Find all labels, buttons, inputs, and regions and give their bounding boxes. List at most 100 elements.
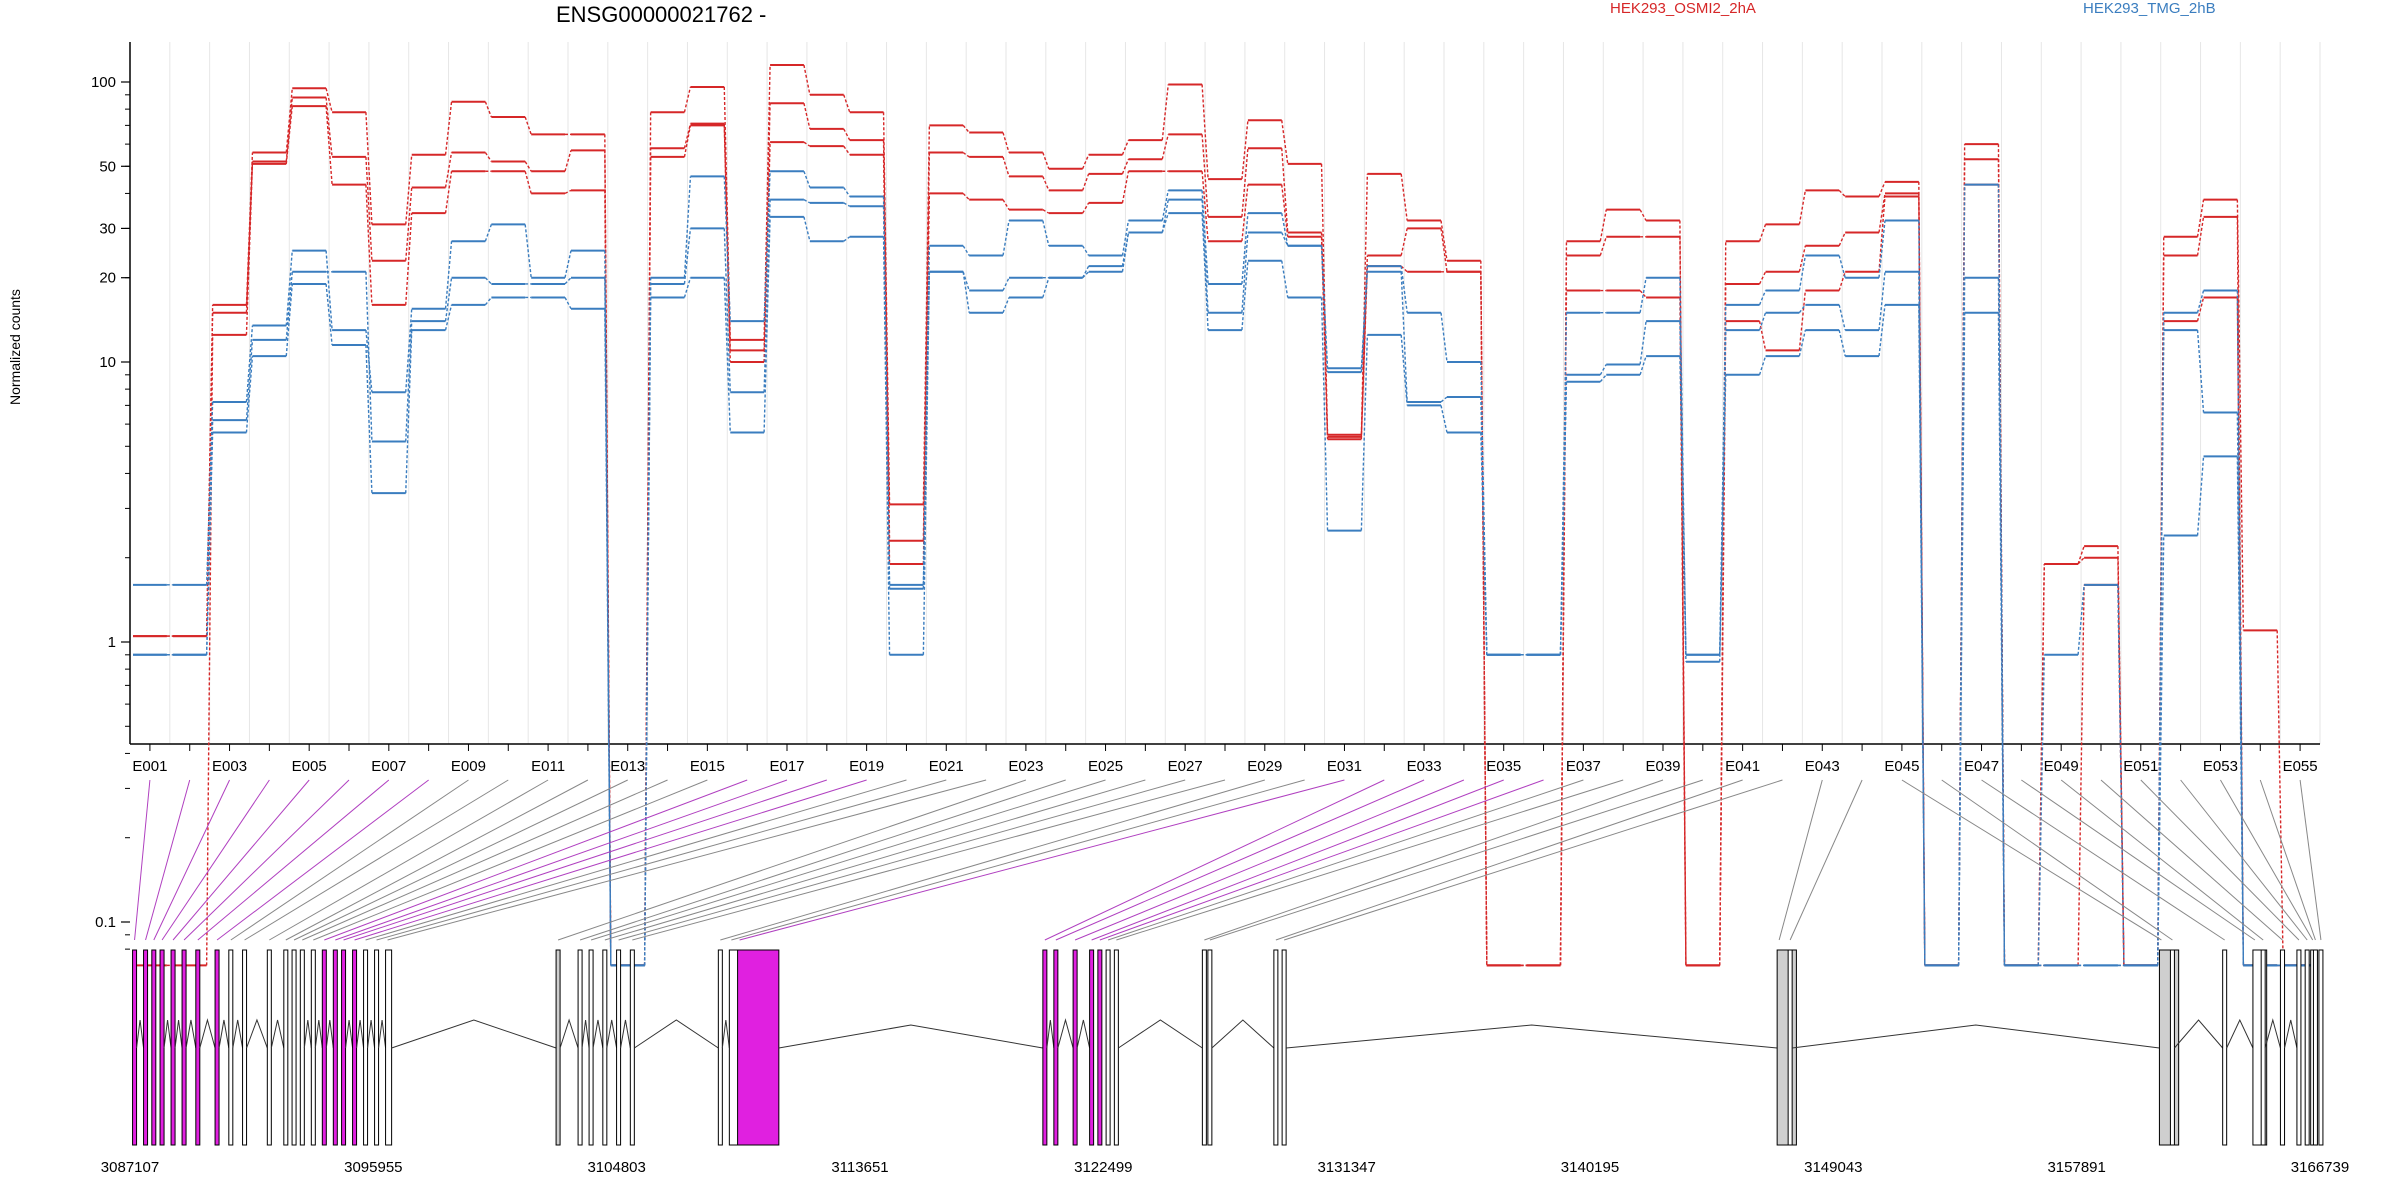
series-connector xyxy=(803,141,811,147)
connector-line xyxy=(2299,779,2322,941)
series-connector xyxy=(1281,120,1289,164)
series-connector xyxy=(1599,209,1607,242)
intron-line xyxy=(634,1019,719,1049)
series-connector xyxy=(1599,374,1607,383)
series-connector xyxy=(683,277,692,298)
x-tick-label: E039 xyxy=(1645,758,1680,775)
series-connector xyxy=(1121,139,1130,155)
exon-block xyxy=(577,949,583,1146)
series-connector xyxy=(1281,148,1289,233)
series-connector xyxy=(1241,148,1249,217)
series-connector xyxy=(325,106,333,185)
connector-line xyxy=(1283,779,1783,941)
series-connector xyxy=(843,94,851,113)
series-connector xyxy=(1360,271,1369,373)
series-connector xyxy=(723,176,731,322)
connector-line xyxy=(1099,779,1544,941)
series-connector xyxy=(1082,265,1090,279)
y-tick-label: 30 xyxy=(99,220,116,237)
series-connector xyxy=(1758,312,1767,331)
intron-line xyxy=(1211,1019,1275,1049)
series-connector xyxy=(962,271,970,291)
series-connector xyxy=(365,112,373,225)
x-tick-label: E007 xyxy=(371,758,406,775)
series-connector xyxy=(1360,334,1369,531)
series-connector xyxy=(1798,304,1806,314)
series-connector xyxy=(1878,193,1886,233)
intron-line xyxy=(559,1018,579,1049)
series-connector xyxy=(564,189,572,195)
series-connector xyxy=(365,271,373,442)
connector-line xyxy=(313,779,708,941)
exon-block xyxy=(195,949,201,1146)
series-connector xyxy=(962,192,970,201)
series-connector xyxy=(1241,184,1249,242)
series-connector xyxy=(1878,196,1886,272)
exon-block xyxy=(159,949,165,1146)
x-tick-label: E031 xyxy=(1327,758,1362,775)
connector-line xyxy=(2180,779,2308,941)
exon-block xyxy=(1072,949,1078,1146)
series-connector xyxy=(365,330,373,393)
series-connector xyxy=(1758,290,1767,306)
series-connector xyxy=(1281,184,1289,237)
series-connector xyxy=(1480,432,1488,655)
exon-block xyxy=(385,949,393,1146)
coordinate-tick-label: 3087107 xyxy=(101,1159,159,1176)
coordinate-tick-label: 3104803 xyxy=(587,1159,645,1176)
connector-line xyxy=(2259,779,2316,941)
series-connector xyxy=(365,156,373,261)
series-connector xyxy=(1320,245,1329,373)
series-connector xyxy=(723,277,731,433)
intron-line xyxy=(378,1019,387,1049)
series-connector xyxy=(484,152,492,162)
series-connector xyxy=(285,97,293,162)
intron-line xyxy=(246,1018,268,1049)
chart-title: ENSG00000021762 - xyxy=(556,2,767,27)
series-connector xyxy=(245,163,254,335)
series-connector xyxy=(564,150,572,172)
connector-line xyxy=(134,779,151,941)
series-connector xyxy=(1002,132,1010,153)
series-connector xyxy=(683,86,692,113)
series-connector xyxy=(405,213,413,305)
exon-block xyxy=(2312,949,2318,1146)
connector-line xyxy=(161,779,270,941)
series-connector xyxy=(803,171,811,188)
exon-block xyxy=(1281,949,1287,1146)
connector-line xyxy=(731,779,1305,941)
series-connector xyxy=(484,101,493,118)
series-connector xyxy=(1838,255,1846,278)
exon-block xyxy=(143,949,149,1146)
y-tick-label: 0.1 xyxy=(95,914,116,931)
x-tick-label: E015 xyxy=(690,758,725,775)
connector-line xyxy=(590,779,1106,941)
intron-line xyxy=(1046,1019,1055,1049)
series-connector xyxy=(1798,290,1807,351)
exon-block xyxy=(2318,949,2324,1146)
series-connector xyxy=(1559,381,1568,655)
exon-block xyxy=(555,949,561,1146)
series-connector xyxy=(763,142,771,363)
connector-line xyxy=(2140,779,2300,941)
exon-block xyxy=(1089,949,1095,1146)
series-layer xyxy=(133,64,2317,967)
series-connector xyxy=(1440,312,1448,363)
series-connector xyxy=(2077,584,2085,966)
intron-line xyxy=(303,1019,312,1049)
series-connector xyxy=(1002,156,1010,177)
connector-line xyxy=(343,779,827,941)
series-connector xyxy=(2157,535,2165,966)
exon-block xyxy=(616,949,622,1146)
connector-line xyxy=(2021,779,2256,941)
series-connector xyxy=(683,228,692,285)
series-connector xyxy=(1719,330,1727,655)
series-connector xyxy=(1241,260,1249,331)
intron-line xyxy=(356,1019,365,1049)
series-connector xyxy=(803,199,811,204)
series-connector xyxy=(843,187,851,197)
series-connector xyxy=(1002,199,1010,211)
intron-line xyxy=(2174,1019,2224,1049)
series-connector xyxy=(245,325,254,403)
series-connector xyxy=(1201,199,1209,313)
